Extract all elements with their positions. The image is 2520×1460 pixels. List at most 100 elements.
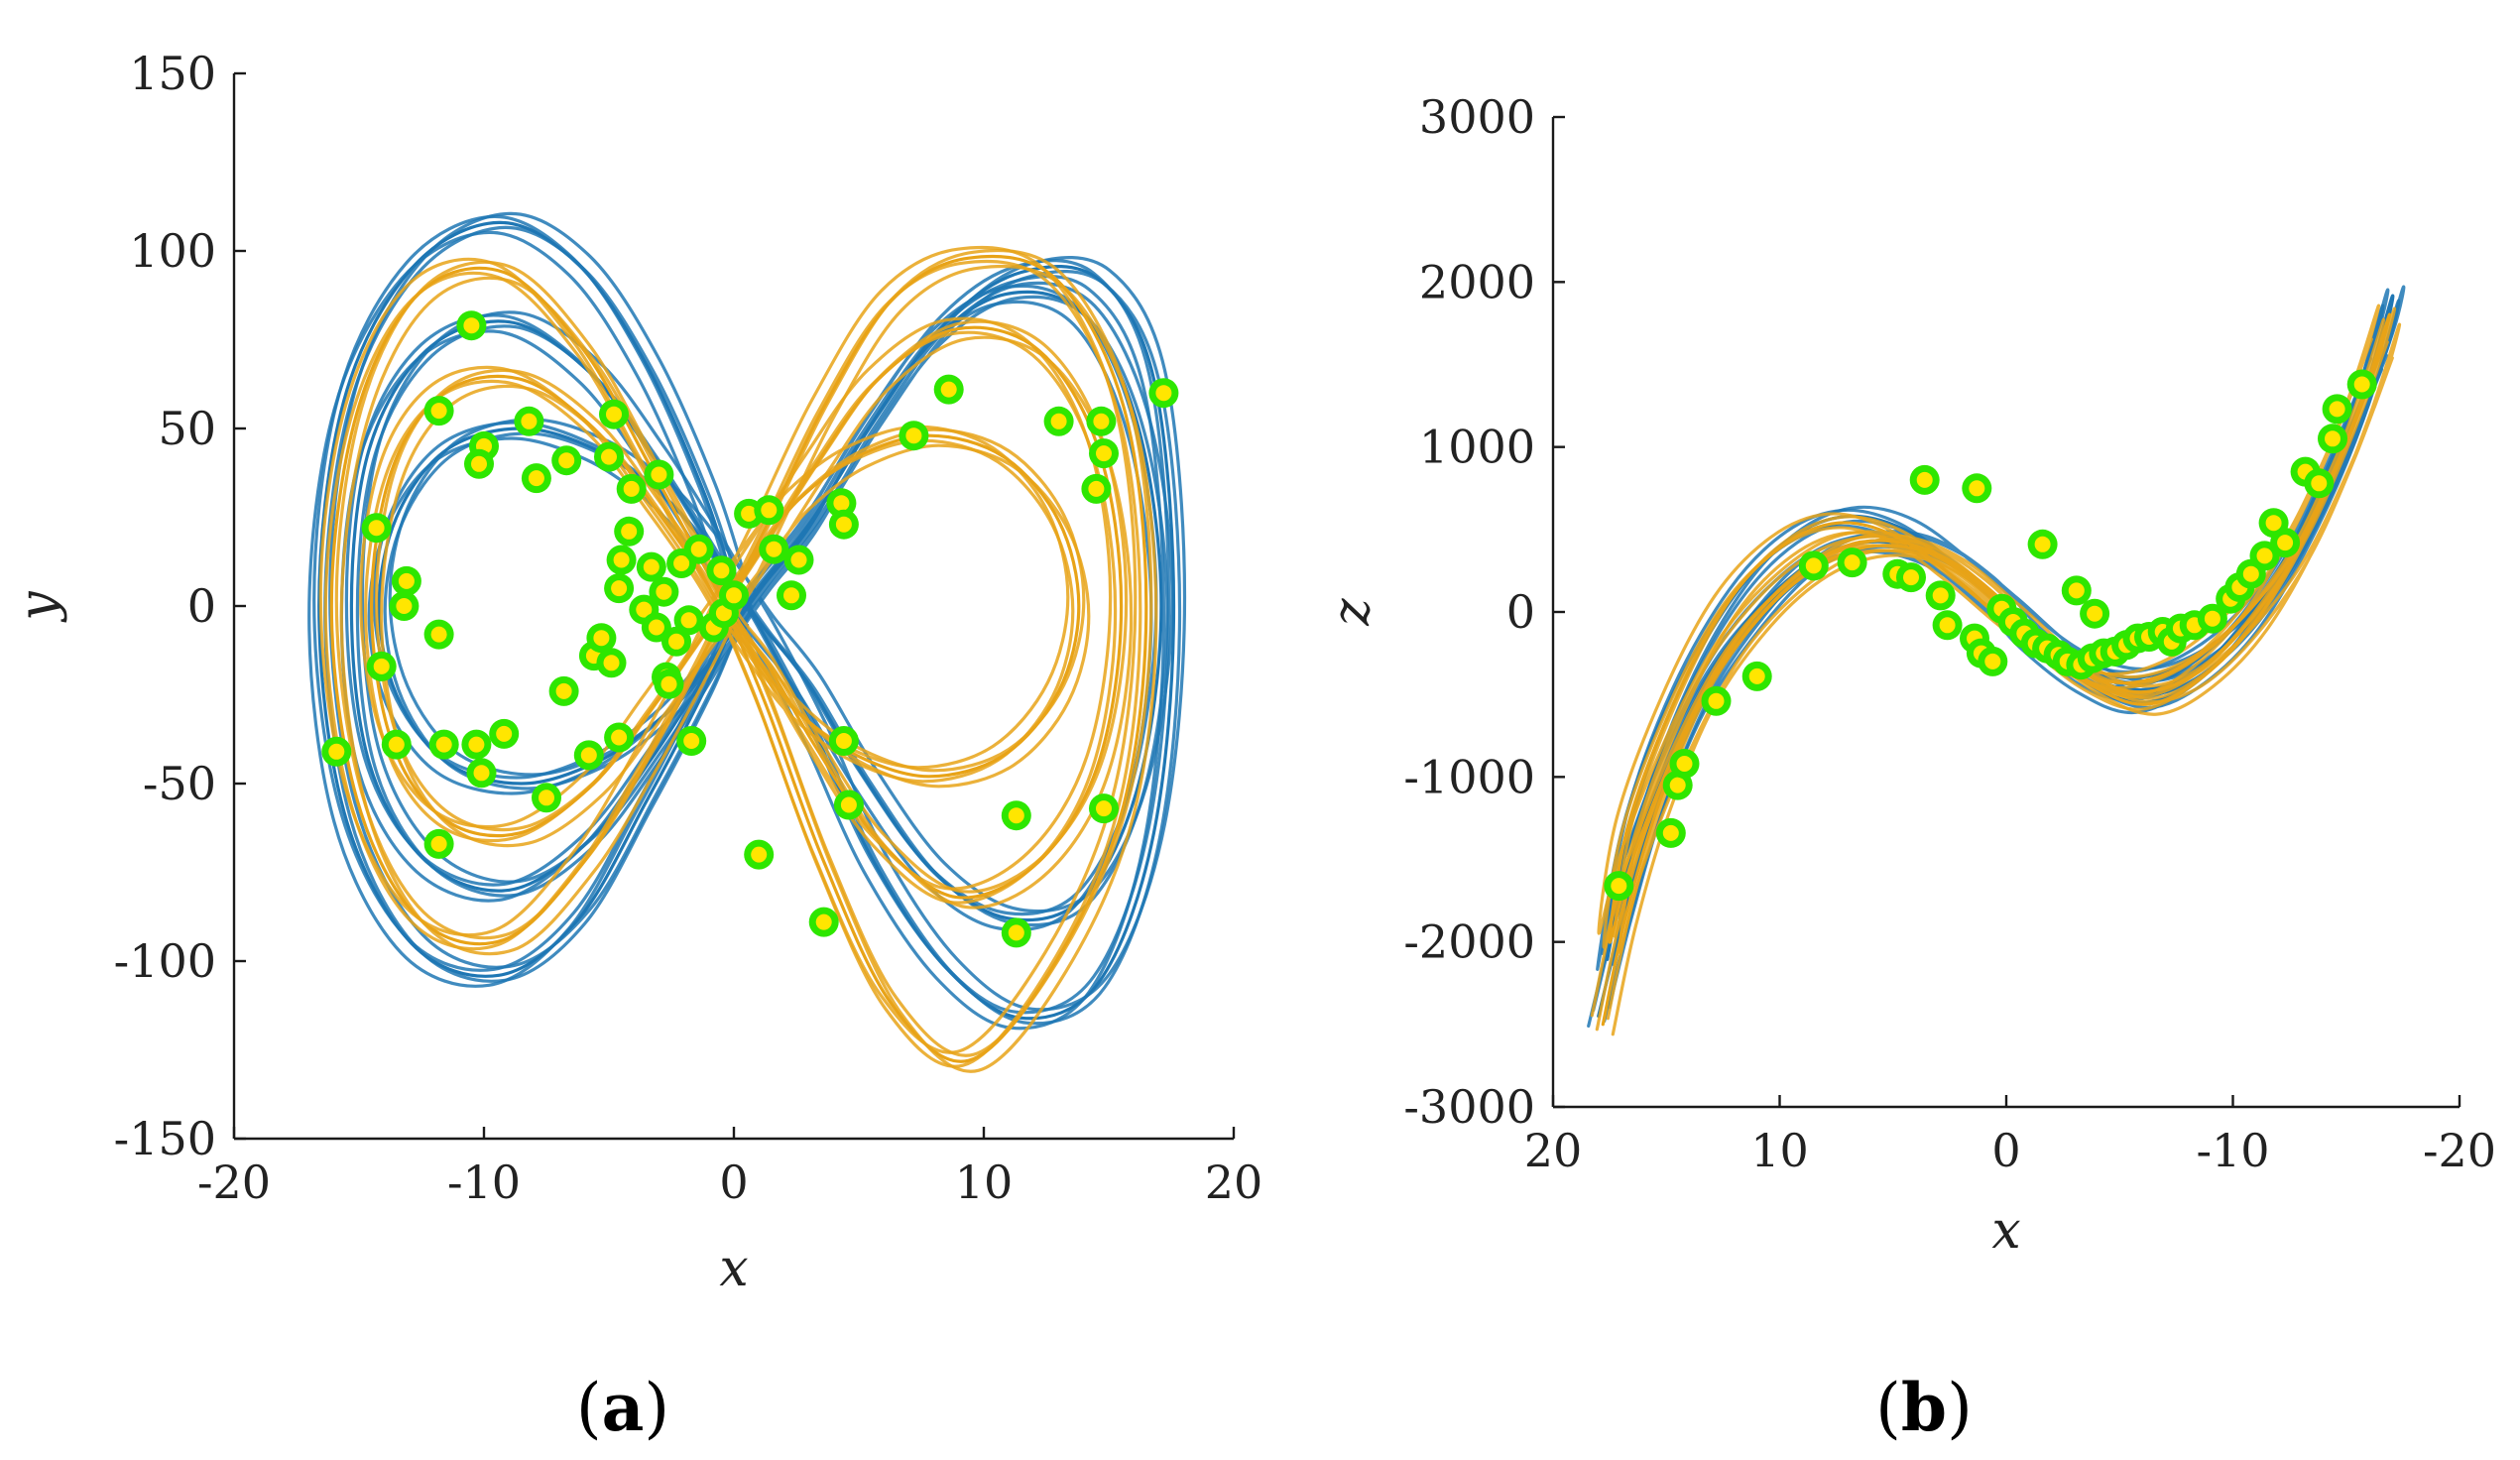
sample-marker-center — [613, 551, 630, 568]
sample-marker-center — [2034, 536, 2051, 552]
x-tick-label: 10 — [1750, 1124, 1809, 1177]
sample-marker-center — [668, 633, 684, 650]
sample-marker-center — [368, 520, 385, 537]
sample-marker — [1043, 406, 1074, 436]
sample-marker-center — [1939, 617, 1956, 634]
x-tick-label: 10 — [955, 1156, 1014, 1209]
sample-marker — [361, 513, 392, 544]
sample-marker-center — [835, 733, 852, 749]
sample-marker-center — [2256, 548, 2273, 564]
sample-marker — [1001, 800, 1031, 831]
x-tick-label: -10 — [447, 1156, 521, 1209]
sample-marker — [1962, 473, 1992, 504]
sample-marker — [616, 473, 647, 504]
sample-marker — [466, 758, 497, 789]
sample-marker-center — [430, 626, 447, 643]
sample-marker — [644, 459, 674, 490]
y-tick-label: -150 — [114, 1112, 216, 1165]
sample-marker-center — [636, 601, 653, 618]
sample-marker — [744, 839, 775, 870]
sample-marker-center — [1096, 800, 1112, 817]
sample-marker-center — [2353, 376, 2370, 393]
sample-marker — [461, 729, 492, 760]
sample-marker — [833, 790, 864, 820]
y-axis-label: z — [1322, 598, 1381, 627]
sample-marker-center — [2265, 515, 2282, 532]
sample-marker-center — [1096, 445, 1112, 462]
sample-marker-center — [580, 747, 597, 764]
sample-marker-center — [1748, 668, 1765, 684]
sample-marker — [1669, 749, 1700, 779]
sample-marker — [489, 718, 520, 749]
sample-marker-center — [835, 516, 852, 533]
sample-marker — [456, 310, 487, 341]
sample-marker — [321, 736, 352, 767]
sample-marker — [1837, 548, 1867, 578]
sample-marker — [594, 441, 624, 472]
sample-marker — [604, 722, 635, 753]
sample-marker — [636, 551, 666, 582]
sample-marker — [1148, 378, 1179, 409]
panel-a-markers — [321, 310, 1179, 948]
sample-marker-center — [396, 598, 413, 614]
sample-marker-center — [751, 846, 768, 863]
sample-marker-center — [660, 675, 677, 692]
sample-marker-center — [761, 502, 778, 519]
sample-marker-center — [2311, 475, 2328, 492]
sample-marker-center — [1088, 480, 1105, 497]
sample-marker — [521, 463, 551, 494]
sample-marker — [548, 675, 579, 706]
sample-marker — [532, 783, 561, 813]
y-tick-label: -2000 — [1403, 915, 1535, 969]
sample-marker-center — [398, 572, 415, 589]
sample-marker-center — [1008, 807, 1024, 824]
y-tick-label: 0 — [187, 579, 216, 633]
sample-marker-center — [388, 736, 405, 753]
sample-marker-center — [683, 733, 700, 749]
y-tick-label: 3000 — [1419, 90, 1535, 144]
y-tick-label: 1000 — [1419, 421, 1535, 474]
sample-marker — [828, 509, 859, 540]
sample-marker-center — [1708, 692, 1725, 709]
sample-marker-center — [623, 480, 640, 497]
sample-marker — [1001, 917, 1031, 948]
y-tick-label: -50 — [143, 757, 216, 810]
sample-marker — [1655, 817, 1686, 848]
x-axis-label: x — [1991, 1201, 2020, 1261]
sample-marker — [1081, 473, 1112, 504]
trajectory-line — [323, 259, 1142, 1068]
sample-marker — [759, 534, 789, 564]
x-tick-label: -20 — [197, 1156, 271, 1209]
sample-marker — [423, 619, 454, 650]
sample-marker-center — [648, 619, 664, 636]
sample-marker-center — [680, 612, 697, 629]
trajectory-line — [1611, 322, 2402, 1036]
sample-marker-center — [621, 523, 638, 540]
sample-marker-center — [373, 658, 390, 674]
sample-marker-center — [833, 495, 850, 512]
sample-marker — [2270, 528, 2301, 558]
sample-marker-center — [611, 580, 628, 597]
sample-marker — [1741, 661, 1772, 691]
sample-marker — [2061, 575, 2092, 606]
sample-marker-center — [471, 455, 487, 472]
sample-marker — [391, 565, 421, 596]
sample-marker-center — [468, 736, 485, 753]
y-tick-label: 50 — [158, 402, 216, 455]
sample-marker — [1701, 685, 1732, 716]
sample-marker-center — [435, 736, 452, 753]
sample-marker-center — [790, 551, 807, 568]
sample-marker-center — [715, 605, 732, 622]
sample-marker — [673, 605, 704, 636]
sample-marker-center — [1844, 554, 1860, 571]
x-axis-label: x — [719, 1239, 748, 1298]
sample-marker-center — [940, 381, 957, 398]
trajectory-line — [318, 245, 1138, 1054]
sample-marker — [423, 396, 454, 426]
trajectory-line — [1608, 285, 2406, 1010]
sample-marker — [933, 374, 964, 405]
sample-marker — [1604, 871, 1634, 902]
sample-marker — [1086, 406, 1117, 436]
